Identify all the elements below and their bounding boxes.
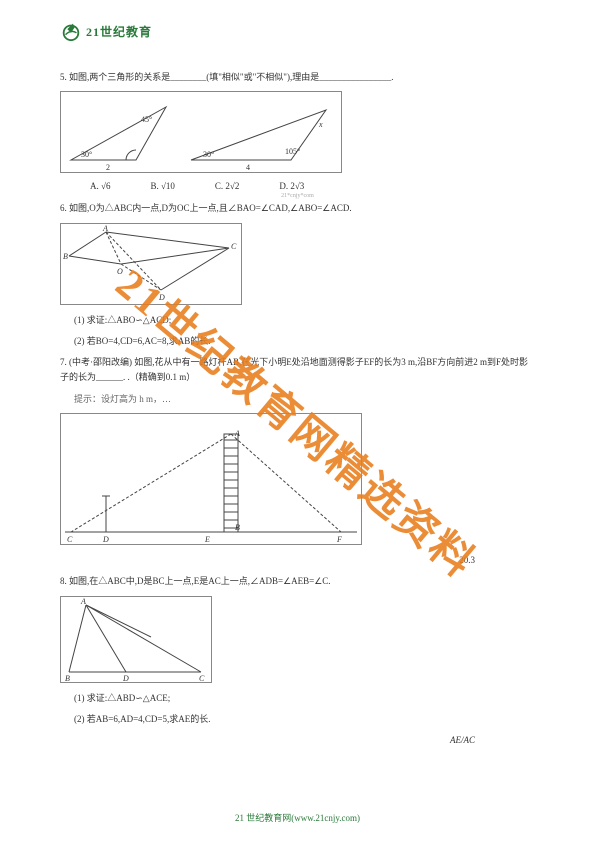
problem-6-sub1: (1) 求证:△ABO∽△ACD; [60,313,535,328]
svg-text:C: C [231,242,237,251]
mini-watermark-1: 21*cnjy*com [60,193,535,199]
option-d: D. 2√3 [279,181,304,191]
svg-text:D: D [158,293,165,302]
svg-text:O: O [117,267,123,276]
problem-6-sub2: (2) 若BO=4,CD=6,AC=8,求AB的长. [60,334,535,349]
svg-text:F: F [336,535,342,544]
footer-prefix: 21 世纪教育网( [235,813,294,823]
page-footer: 21 世纪教育网(www.21cnjy.com) [0,811,595,824]
problem-8-ratio: AE/AC [60,733,535,748]
svg-text:A: A [80,597,86,606]
svg-text:B: B [63,252,68,261]
svg-text:D: D [102,535,109,544]
problem-5-options: A. √6 B. √10 C. 2√2 D. 2√3 [90,181,535,191]
problem-8-sub2: (2) 若AB=6,AD=4,CD=5,求AE的长. [60,712,535,727]
svg-text:2: 2 [106,163,110,172]
svg-text:E: E [204,535,210,544]
problem-8-figure: A B D C [60,596,212,683]
page-content: 5. 如图,两个三角形的关系是________(填"相似"或"不相似"),理由是… [60,70,535,749]
svg-text:x: x [318,120,323,129]
option-c: C. 2√2 [215,181,239,191]
svg-text:45°: 45° [141,115,152,124]
problem-5-text: 5. 如图,两个三角形的关系是________(填"相似"或"不相似"),理由是… [60,70,535,85]
svg-text:A: A [234,429,240,438]
problem-7-hint: 提示：设灯高为 h m，… [60,392,535,407]
svg-text:B: B [235,523,240,532]
svg-text:D: D [122,674,129,682]
svg-text:30°: 30° [203,150,214,159]
logo-icon [60,20,82,42]
brand-logo: 21世纪教育 [60,20,152,42]
problem-5-figure: 30° 45° 2 30° 105° x 4 [60,91,342,173]
problem-8-text: 8. 如图,在△ABC中,D是BC上一点,E是AC上一点,∠ADB=∠AEB=∠… [60,574,535,589]
problem-6-text: 6. 如图,O为△ABC内一点,D为OC上一点,且∠BAO=∠CAD,∠ABO=… [60,201,535,216]
option-b: B. √10 [150,181,174,191]
problem-7-figure: A B C D E F [60,413,362,545]
logo-text: 21世纪教育 [86,23,152,40]
problem-7-text: 7. (中考·邵阳改编) 如图,花从中有一路灯杆AB,在光下小明E处沿地面测得影… [60,355,535,386]
svg-text:C: C [199,674,205,682]
footer-url: www.21cnjy.com [294,813,357,823]
svg-text:4: 4 [246,163,250,172]
svg-text:A: A [102,224,108,233]
problem-6-figure: A B C O D [60,223,242,305]
problem-8-sub1: (1) 求证:△ABD∽△ACE; [60,691,535,706]
svg-text:105°: 105° [285,147,300,156]
svg-text:C: C [67,535,73,544]
footer-suffix: ) [357,813,360,823]
problem-7-answer: 20.3 [60,553,535,568]
svg-text:30°: 30° [81,150,92,159]
option-a: A. √6 [90,181,110,191]
svg-text:B: B [65,674,70,682]
